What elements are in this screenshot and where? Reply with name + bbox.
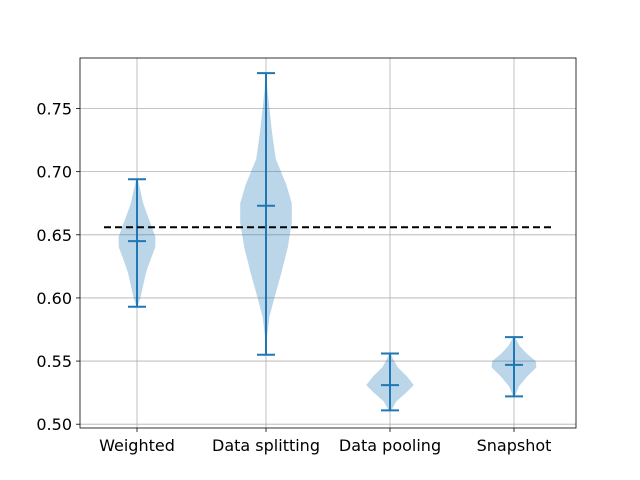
y-tick-label: 0.55 (36, 352, 72, 371)
y-tick-label: 0.70 (36, 163, 72, 182)
y-tick-label: 0.50 (36, 415, 72, 434)
y-tick-label: 0.60 (36, 289, 72, 308)
x-axis-ticks: Weighted Data splitting Data pooling Snapsh… (99, 428, 551, 455)
y-axis-ticks: 0.50 0.55 0.60 0.65 0.70 0.75 (36, 100, 80, 434)
y-tick-label: 0.65 (36, 226, 72, 245)
x-tick-label: Data splitting (212, 436, 320, 455)
x-tick-label: Snapshot (477, 436, 552, 455)
y-tick-label: 0.75 (36, 100, 72, 119)
x-tick-label: Weighted (99, 436, 175, 455)
axes-frame (79, 57, 577, 429)
x-tick-label: Data pooling (339, 436, 441, 455)
violins (118, 72, 537, 412)
